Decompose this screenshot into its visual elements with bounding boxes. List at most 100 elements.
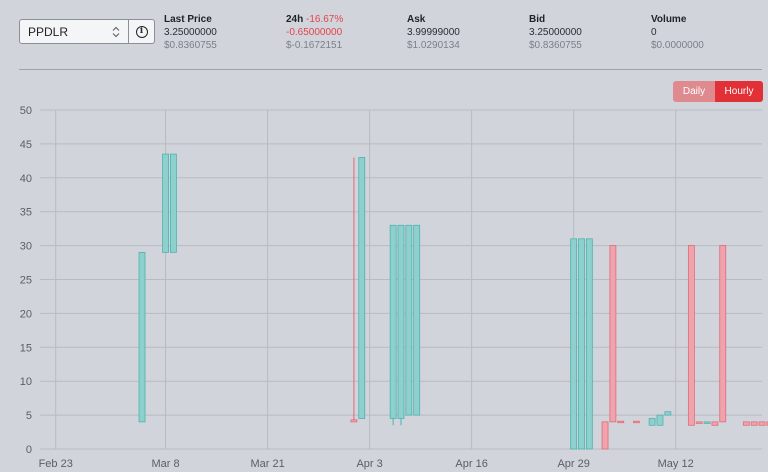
y-tick-label: 45	[20, 139, 32, 151]
candle-down	[758, 421, 766, 426]
candle-body	[170, 153, 177, 253]
candle-body	[413, 224, 421, 416]
x-tick-label: May 12	[658, 458, 694, 470]
candle-up	[397, 224, 405, 426]
y-tick-label: 30	[20, 241, 32, 253]
chevron-updown-icon	[112, 26, 120, 38]
x-tick-label: Mar 21	[250, 458, 284, 470]
y-tick-label: 10	[20, 376, 32, 388]
stat-last-price-usd: $0.8360755	[164, 40, 217, 51]
stat-24h-value: -0.65000000	[286, 27, 343, 38]
candle-body	[570, 238, 578, 450]
candle-body	[648, 418, 656, 426]
stat-24h: 24h -16.67% -0.65000000 $-0.1672151	[286, 13, 343, 52]
candle-body	[750, 421, 758, 426]
timeframe-toggle: Daily Hourly	[673, 81, 763, 102]
candle-body	[578, 238, 585, 450]
stat-bid: Bid 3.25000000 $0.8360755	[529, 13, 582, 52]
candle-body	[358, 157, 366, 419]
stat-bid-label: Bid	[529, 14, 546, 25]
stat-volume-usd: $0.0000000	[651, 40, 704, 51]
info-icon: i	[135, 25, 148, 38]
pair-select[interactable]: PPDLR	[19, 19, 129, 44]
candle-body	[585, 238, 593, 450]
candle-up	[664, 411, 672, 416]
candle-body	[162, 153, 169, 253]
x-tick-label: Apr 16	[455, 458, 487, 470]
candle-down	[633, 420, 640, 424]
header-divider	[19, 69, 762, 70]
candle-up	[578, 238, 585, 450]
candle-body	[703, 421, 711, 424]
timeframe-hourly-button[interactable]: Hourly	[715, 81, 763, 102]
candle-body	[695, 421, 703, 424]
timeframe-daily-button[interactable]: Daily	[673, 81, 715, 102]
stat-volume: Volume 0 $0.0000000	[651, 13, 704, 52]
candle-up	[703, 421, 711, 424]
candle-body	[405, 224, 413, 416]
stat-ask-usd: $1.0290134	[407, 40, 460, 51]
stat-24h-usd: $-0.1672151	[286, 40, 343, 51]
candle-body	[389, 224, 397, 419]
y-tick-label: 15	[20, 342, 32, 354]
candle-body	[711, 421, 719, 426]
x-tick-label: Mar 8	[152, 458, 180, 470]
candle-down	[742, 421, 750, 426]
candle-up	[170, 153, 177, 253]
candle-up	[389, 224, 397, 426]
candle-up	[648, 418, 656, 426]
stat-bid-value: 3.25000000	[529, 27, 582, 38]
stat-last-price-value: 3.25000000	[164, 27, 217, 38]
stat-volume-label: Volume	[651, 14, 687, 25]
stat-volume-value: 0	[651, 27, 657, 38]
candle-body	[742, 421, 750, 426]
candle-up	[405, 224, 413, 416]
stat-ask: Ask 3.99999000 $1.0290134	[407, 13, 460, 52]
candle-down	[687, 245, 695, 426]
stat-ask-label: Ask	[407, 14, 426, 25]
candle-down	[766, 421, 768, 426]
y-tick-label: 35	[20, 207, 32, 219]
candle-down	[350, 157, 358, 423]
x-tick-label: Apr 29	[557, 458, 589, 470]
y-tick-label: 25	[20, 275, 32, 287]
candle-down	[750, 421, 758, 426]
candle-body	[397, 224, 405, 419]
stat-last-price: Last Price 3.25000000 $0.8360755	[164, 13, 217, 52]
y-tick-label: 0	[26, 444, 32, 456]
candle-down	[695, 421, 703, 424]
candle-up	[585, 238, 593, 450]
candle-body	[766, 421, 768, 426]
stat-24h-label: 24h	[286, 14, 304, 25]
candle-body	[350, 419, 358, 423]
candle-body	[138, 251, 146, 423]
stat-last-price-label: Last Price	[164, 14, 212, 25]
y-tick-label: 40	[20, 173, 32, 185]
stat-bid-usd: $0.8360755	[529, 40, 582, 51]
candle-up	[138, 251, 146, 423]
info-button[interactable]: i	[129, 19, 155, 44]
y-tick-label: 50	[20, 105, 32, 117]
candle-down	[617, 420, 625, 424]
pair-select-value: PPDLR	[28, 24, 69, 39]
candle-body	[758, 421, 766, 426]
stat-ask-value: 3.99999000	[407, 27, 460, 38]
candle-up	[162, 153, 169, 253]
candle-body	[719, 245, 727, 423]
candle-up	[570, 238, 578, 450]
candle-down	[601, 421, 609, 450]
candle-down	[711, 421, 719, 426]
x-tick-label: Apr 3	[356, 458, 382, 470]
candle-body	[609, 245, 617, 423]
candle-up	[413, 224, 421, 416]
candle-body	[656, 414, 664, 426]
candle-body	[664, 411, 672, 416]
candle-body	[601, 421, 609, 450]
candle-body	[617, 420, 625, 424]
x-tick-label: Feb 23	[39, 458, 73, 470]
candle-down	[719, 245, 727, 423]
y-tick-label: 20	[20, 308, 32, 320]
stat-24h-pct: -16.67%	[306, 14, 344, 25]
candle-body	[633, 420, 640, 424]
